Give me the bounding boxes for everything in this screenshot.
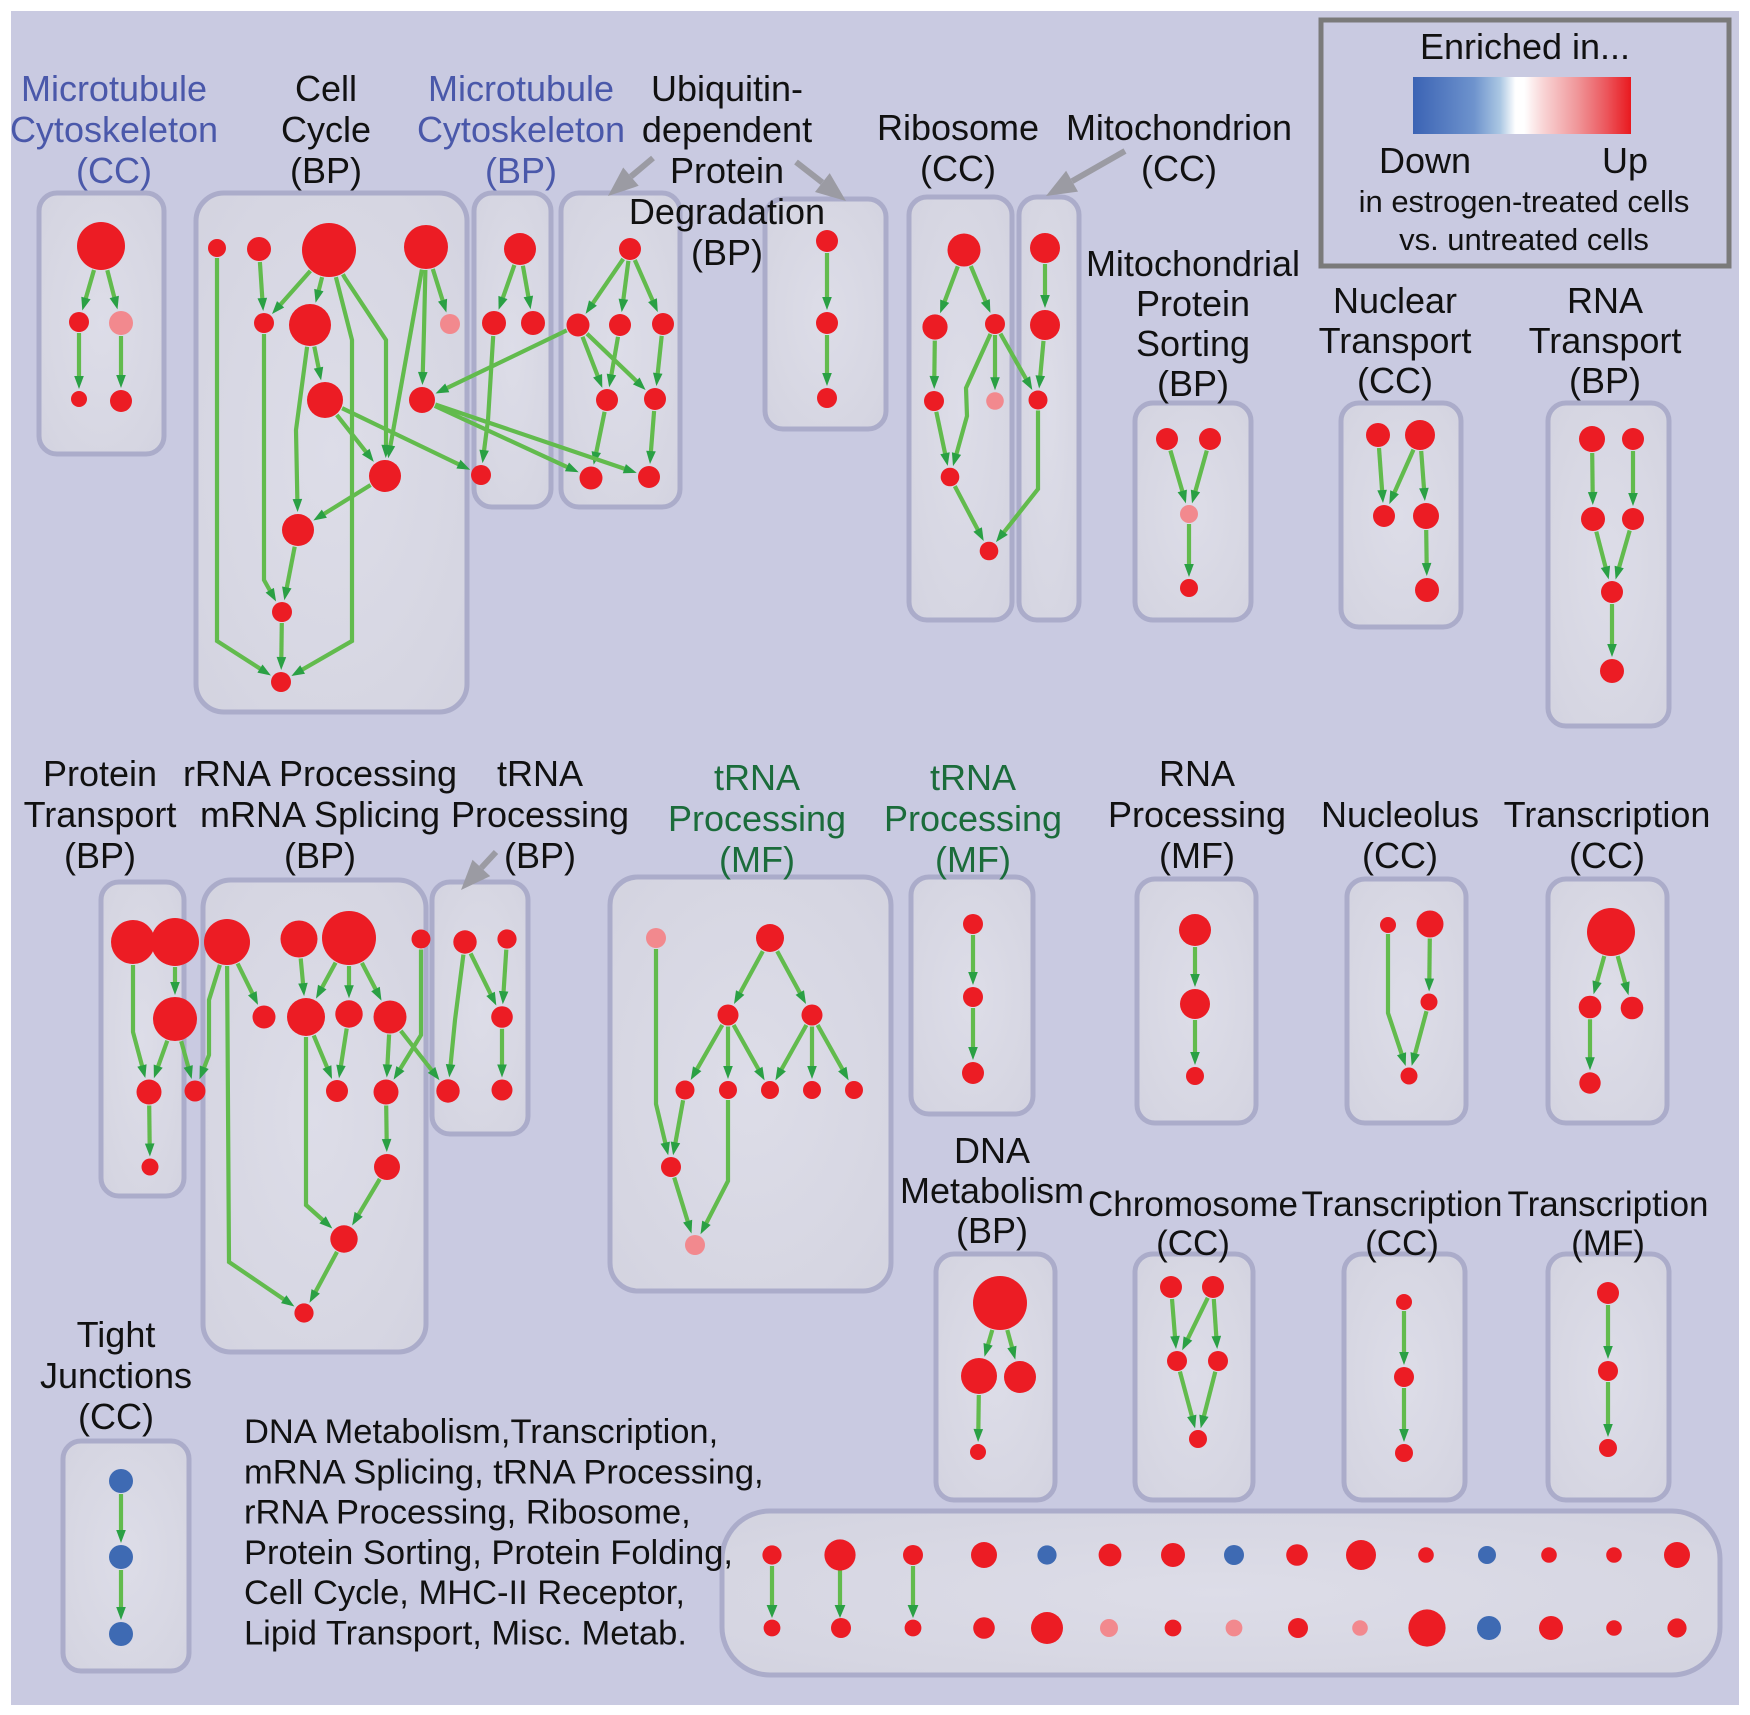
svg-text:Transport: Transport: [1529, 320, 1682, 361]
svg-text:(CC): (CC): [1362, 835, 1438, 876]
svg-text:DNA Metabolism,Transcription,: DNA Metabolism,Transcription,: [244, 1413, 718, 1451]
svg-text:Enriched in...: Enriched in...: [1420, 26, 1630, 67]
svg-text:Cell: Cell: [295, 68, 357, 109]
svg-text:Cytoskeleton: Cytoskeleton: [10, 109, 218, 150]
svg-text:Ubiquitin-: Ubiquitin-: [651, 68, 803, 109]
svg-text:Processing: Processing: [451, 794, 629, 835]
svg-text:tRNA: tRNA: [714, 757, 800, 798]
svg-text:Cycle: Cycle: [281, 109, 371, 150]
svg-text:(MF): (MF): [1571, 1224, 1645, 1263]
svg-text:RNA: RNA: [1567, 280, 1643, 321]
svg-text:mRNA Splicing, tRNA Processing: mRNA Splicing, tRNA Processing,: [244, 1453, 764, 1491]
svg-text:Transcription: Transcription: [1504, 794, 1711, 835]
svg-text:vs. untreated cells: vs. untreated cells: [1399, 222, 1649, 257]
svg-text:(BP): (BP): [290, 150, 362, 191]
svg-text:(CC): (CC): [920, 148, 996, 189]
svg-text:DNA: DNA: [954, 1130, 1030, 1171]
svg-text:(BP): (BP): [1569, 360, 1641, 401]
svg-text:Protein: Protein: [670, 150, 784, 191]
svg-text:Transcription: Transcription: [1508, 1185, 1709, 1224]
svg-text:(BP): (BP): [1157, 363, 1229, 404]
svg-text:(CC): (CC): [1569, 835, 1645, 876]
svg-text:Junctions: Junctions: [40, 1355, 192, 1396]
svg-text:dependent: dependent: [642, 109, 812, 150]
svg-text:(BP): (BP): [956, 1210, 1028, 1251]
svg-text:rRNA Processing: rRNA Processing: [183, 753, 457, 794]
svg-text:(CC): (CC): [78, 1396, 154, 1437]
svg-text:rRNA Processing, Ribosome,: rRNA Processing, Ribosome,: [244, 1494, 691, 1532]
svg-text:Up: Up: [1602, 140, 1648, 181]
svg-text:Metabolism: Metabolism: [900, 1170, 1084, 1211]
svg-text:(CC): (CC): [1156, 1224, 1230, 1263]
svg-text:Degradation: Degradation: [629, 191, 825, 232]
svg-text:Microtubule: Microtubule: [21, 68, 207, 109]
svg-text:Transport: Transport: [1319, 320, 1472, 361]
svg-text:Protein: Protein: [1136, 283, 1250, 324]
svg-text:(BP): (BP): [485, 150, 557, 191]
svg-text:(MF): (MF): [719, 839, 795, 880]
svg-text:Processing: Processing: [1108, 794, 1286, 835]
svg-text:Lipid Transport, Misc. Metab.: Lipid Transport, Misc. Metab.: [244, 1615, 687, 1653]
svg-text:(BP): (BP): [284, 835, 356, 876]
svg-text:Tight: Tight: [77, 1314, 156, 1355]
svg-text:Processing: Processing: [668, 798, 846, 839]
svg-text:Microtubule: Microtubule: [428, 68, 614, 109]
svg-text:Nucleolus: Nucleolus: [1321, 794, 1479, 835]
svg-text:Transport: Transport: [24, 794, 177, 835]
svg-text:in estrogen-treated cells: in estrogen-treated cells: [1359, 184, 1690, 219]
svg-text:Protein: Protein: [43, 753, 157, 794]
svg-text:(CC): (CC): [76, 150, 152, 191]
svg-text:Chromosome: Chromosome: [1088, 1185, 1298, 1224]
svg-text:Cytoskeleton: Cytoskeleton: [417, 109, 625, 150]
svg-text:tRNA: tRNA: [930, 757, 1016, 798]
svg-text:(MF): (MF): [935, 839, 1011, 880]
svg-text:Ribosome: Ribosome: [877, 107, 1039, 148]
svg-text:Nuclear: Nuclear: [1333, 280, 1457, 321]
svg-text:Cell Cycle, MHC-II Receptor,: Cell Cycle, MHC-II Receptor,: [244, 1574, 685, 1612]
svg-text:(BP): (BP): [691, 232, 763, 273]
svg-text:RNA: RNA: [1159, 753, 1235, 794]
svg-text:Mitochondrion: Mitochondrion: [1066, 107, 1292, 148]
svg-text:Processing: Processing: [884, 798, 1062, 839]
svg-text:Protein Sorting, Protein Foldi: Protein Sorting, Protein Folding,: [244, 1534, 733, 1572]
svg-text:tRNA: tRNA: [497, 753, 583, 794]
svg-text:Down: Down: [1379, 140, 1471, 181]
svg-text:mRNA Splicing: mRNA Splicing: [200, 794, 440, 835]
svg-text:Mitochondrial: Mitochondrial: [1086, 243, 1300, 284]
svg-text:Sorting: Sorting: [1136, 323, 1250, 364]
svg-text:(BP): (BP): [64, 835, 136, 876]
svg-text:(CC): (CC): [1357, 360, 1433, 401]
svg-text:(MF): (MF): [1159, 835, 1235, 876]
svg-text:(CC): (CC): [1141, 148, 1217, 189]
svg-text:(CC): (CC): [1365, 1224, 1439, 1263]
svg-text:Transcription: Transcription: [1302, 1185, 1503, 1224]
svg-text:(BP): (BP): [504, 835, 576, 876]
